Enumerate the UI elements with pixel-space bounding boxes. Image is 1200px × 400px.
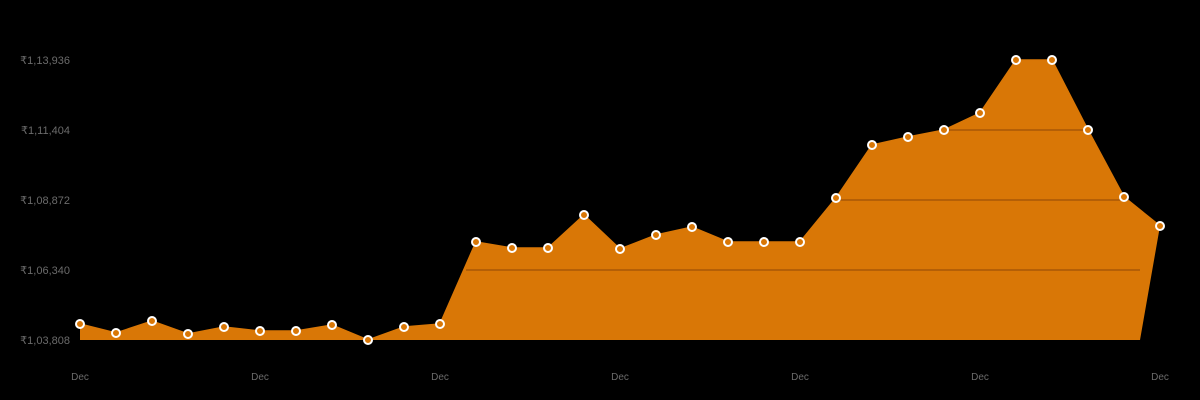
data-point[interactable] xyxy=(1083,125,1093,135)
data-point[interactable] xyxy=(1119,192,1129,202)
data-point[interactable] xyxy=(831,193,841,203)
data-point[interactable] xyxy=(471,237,481,247)
data-point[interactable] xyxy=(183,329,193,339)
x-tick-label: Dec xyxy=(791,372,809,383)
data-point[interactable] xyxy=(615,244,625,254)
x-tick-label: Dec xyxy=(431,372,449,383)
data-point[interactable] xyxy=(255,326,265,336)
data-point[interactable] xyxy=(75,319,85,329)
data-point[interactable] xyxy=(759,237,769,247)
data-point[interactable] xyxy=(147,316,157,326)
y-tick-label: ₹1,06,340 xyxy=(20,265,70,277)
data-point[interactable] xyxy=(507,243,517,253)
data-point[interactable] xyxy=(111,328,121,338)
data-point[interactable] xyxy=(435,319,445,329)
data-point[interactable] xyxy=(219,322,229,332)
data-markers xyxy=(75,55,1165,345)
data-point[interactable] xyxy=(867,140,877,150)
data-point[interactable] xyxy=(1011,55,1021,65)
data-point[interactable] xyxy=(795,237,805,247)
data-point[interactable] xyxy=(291,326,301,336)
data-point[interactable] xyxy=(327,320,337,330)
data-point[interactable] xyxy=(363,335,373,345)
y-tick-label: ₹1,03,808 xyxy=(20,335,70,347)
data-point[interactable] xyxy=(399,322,409,332)
data-point[interactable] xyxy=(903,132,913,142)
y-tick-label: ₹1,11,404 xyxy=(21,125,70,137)
y-axis: ₹1,13,936 ₹1,11,404 ₹1,08,872 ₹1,06,340 ₹1,0… xyxy=(20,55,70,347)
x-tick-label: Dec xyxy=(1151,372,1169,383)
x-tick-label: Dec xyxy=(71,372,89,383)
y-tick-label: ₹1,13,936 xyxy=(20,55,70,67)
data-point[interactable] xyxy=(687,222,697,232)
data-point[interactable] xyxy=(651,230,661,240)
data-point[interactable] xyxy=(579,210,589,220)
data-point[interactable] xyxy=(1047,55,1057,65)
data-point[interactable] xyxy=(723,237,733,247)
data-point[interactable] xyxy=(543,243,553,253)
data-point[interactable] xyxy=(939,125,949,135)
y-tick-label: ₹1,08,872 xyxy=(20,195,70,207)
x-axis: Dec Dec Dec Dec Dec Dec Dec xyxy=(71,372,1169,383)
data-point[interactable] xyxy=(975,108,985,118)
x-tick-label: Dec xyxy=(251,372,269,383)
data-point[interactable] xyxy=(1155,221,1165,231)
x-tick-label: Dec xyxy=(611,372,629,383)
x-tick-label: Dec xyxy=(971,372,989,383)
